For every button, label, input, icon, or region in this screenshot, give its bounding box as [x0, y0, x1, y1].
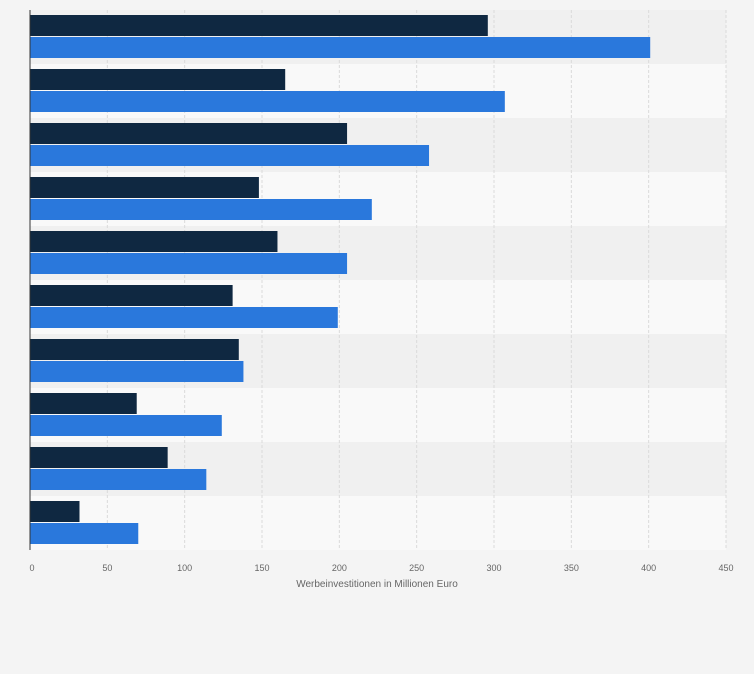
- bar-series-1[interactable]: [30, 69, 286, 90]
- bar-series-2[interactable]: [30, 253, 348, 274]
- x-tick-label: 150: [254, 563, 269, 573]
- bars: [30, 15, 651, 544]
- x-tick-label: 300: [486, 563, 501, 573]
- x-tick-label: 100: [177, 563, 192, 573]
- bar-series-2[interactable]: [30, 145, 430, 166]
- bar-series-2[interactable]: [30, 523, 139, 544]
- bar-series-2[interactable]: [30, 37, 651, 58]
- bar-series-1[interactable]: [30, 15, 488, 36]
- bar-series-1[interactable]: [30, 339, 239, 360]
- bar-series-1[interactable]: [30, 177, 259, 198]
- bar-series-2[interactable]: [30, 307, 338, 328]
- row-band: [30, 496, 726, 550]
- bar-series-2[interactable]: [30, 199, 372, 220]
- bar-series-1[interactable]: [30, 285, 233, 306]
- bar-series-2[interactable]: [30, 469, 207, 490]
- x-tick-label: 50: [102, 563, 112, 573]
- bar-series-1[interactable]: [30, 447, 168, 468]
- x-tick-label: 400: [641, 563, 656, 573]
- bar-series-2[interactable]: [30, 91, 505, 112]
- bar-series-1[interactable]: [30, 501, 80, 522]
- bar-series-1[interactable]: [30, 123, 348, 144]
- bar-series-1[interactable]: [30, 393, 137, 414]
- x-tick-label: 200: [332, 563, 347, 573]
- x-tick-label: 450: [718, 563, 733, 573]
- x-tick-label: 250: [409, 563, 424, 573]
- bar-series-1[interactable]: [30, 231, 278, 252]
- bar-series-2[interactable]: [30, 415, 222, 436]
- x-tick-label: 0: [29, 563, 34, 573]
- bar-series-2[interactable]: [30, 361, 244, 382]
- x-axis: 0 50 100 150 200 250 300 350 400 450: [29, 10, 734, 573]
- x-tick-label: 350: [564, 563, 579, 573]
- x-axis-label: Werbeinvestitionen in Millionen Euro: [296, 579, 458, 590]
